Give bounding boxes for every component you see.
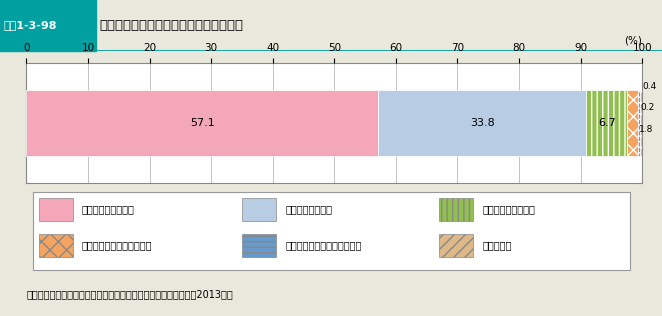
- Text: 33.8: 33.8: [470, 118, 495, 128]
- Text: (%): (%): [624, 35, 642, 45]
- Text: 図表1-3-98: 図表1-3-98: [3, 20, 57, 30]
- Text: 資料：内閣府「家族と地域における子育てに関する意識調査」（2013年）: 資料：内閣府「家族と地域における子育てに関する意識調査」（2013年）: [26, 289, 233, 299]
- Text: どちらとも言えない: どちらとも言えない: [482, 204, 535, 214]
- FancyBboxPatch shape: [242, 198, 276, 221]
- FancyBboxPatch shape: [0, 0, 96, 51]
- Bar: [586, 90, 628, 156]
- Bar: [638, 90, 639, 156]
- Bar: [639, 90, 642, 156]
- Bar: [378, 90, 586, 156]
- Text: 57.1: 57.1: [190, 118, 214, 128]
- Text: 0.2: 0.2: [640, 103, 655, 112]
- Text: まったく重要ではないと思う: まったく重要ではないと思う: [285, 240, 361, 251]
- Text: とても重要だと思う: とても重要だと思う: [82, 204, 135, 214]
- FancyBboxPatch shape: [39, 234, 73, 257]
- Text: 0.4: 0.4: [643, 82, 657, 90]
- Text: わからない: わからない: [482, 240, 512, 251]
- FancyBboxPatch shape: [439, 234, 473, 257]
- Text: あまり重要ではないと思う: あまり重要ではないと思う: [82, 240, 152, 251]
- Text: 子育てにとって地域の支えが重要か否か: 子育てにとって地域の支えが重要か否か: [99, 19, 244, 32]
- FancyBboxPatch shape: [242, 234, 276, 257]
- FancyBboxPatch shape: [439, 198, 473, 221]
- Bar: [628, 90, 638, 156]
- Text: 6.7: 6.7: [598, 118, 616, 128]
- Bar: [26, 90, 378, 156]
- Text: 1.8: 1.8: [639, 125, 653, 134]
- Text: やや重要だと思う: やや重要だと思う: [285, 204, 332, 214]
- FancyBboxPatch shape: [32, 192, 630, 270]
- FancyBboxPatch shape: [39, 198, 73, 221]
